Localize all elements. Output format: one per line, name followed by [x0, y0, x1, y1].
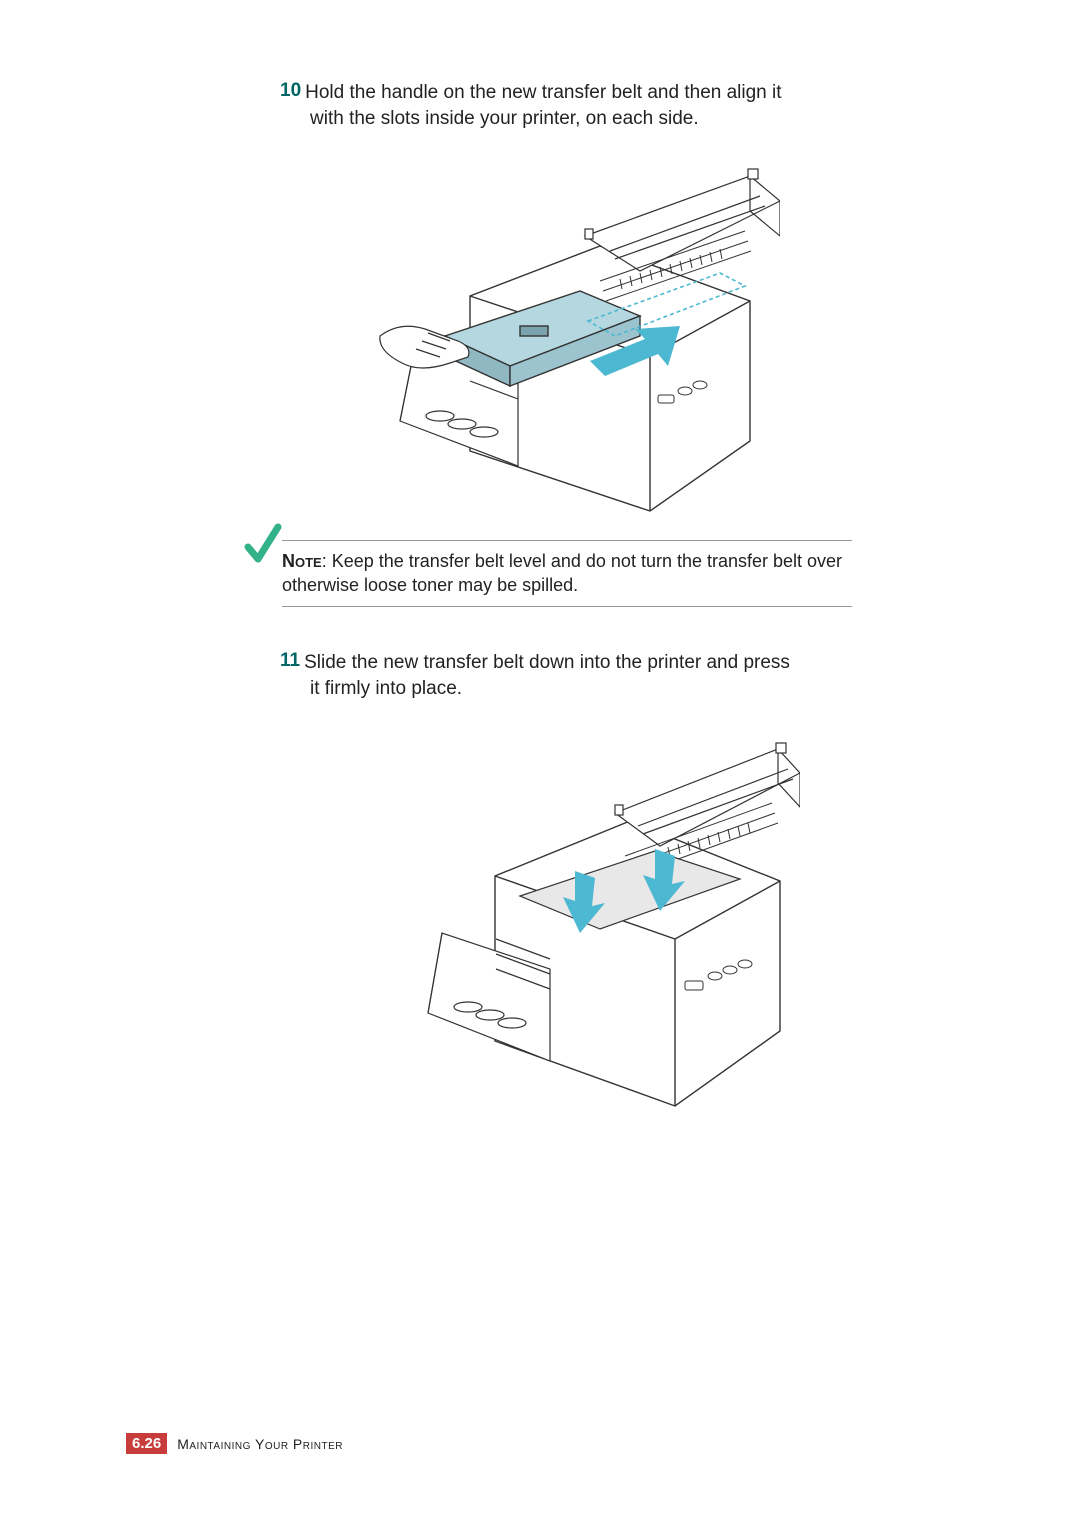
step-11-number: 11 [280, 650, 300, 672]
note-rule-bottom [282, 606, 852, 607]
note-label: Note [282, 551, 322, 571]
step-11: 11Slide the new transfer belt down into … [280, 650, 840, 1121]
chapter-number: 6. [132, 1435, 145, 1452]
page-number: 26 [145, 1435, 162, 1452]
step-10-text-line2: with the slots inside your printer, on e… [310, 108, 699, 129]
note-block: Note: Keep the transfer belt level and d… [244, 540, 852, 607]
checkmark-icon [244, 523, 282, 572]
step-10-number: 10 [280, 80, 301, 102]
printer-illustration-1 [350, 151, 780, 521]
step-10: 10Hold the handle on the new transfer be… [280, 80, 840, 539]
footer-title: Maintaining Your Printer [177, 1436, 343, 1452]
printer-illustration-2 [400, 721, 800, 1121]
step-11-text-line1: Slide the new transfer belt down into th… [304, 652, 790, 673]
page-footer: 6.26 Maintaining Your Printer [126, 1433, 343, 1454]
page-badge: 6.26 [126, 1433, 167, 1454]
step-10-text-line1: Hold the handle on the new transfer belt… [305, 82, 781, 103]
note-text: Note: Keep the transfer belt level and d… [282, 549, 852, 598]
step-11-text-line2: it firmly into place. [310, 678, 462, 699]
note-rule-top [282, 540, 852, 541]
note-body: : Keep the transfer belt level and do no… [282, 551, 842, 595]
